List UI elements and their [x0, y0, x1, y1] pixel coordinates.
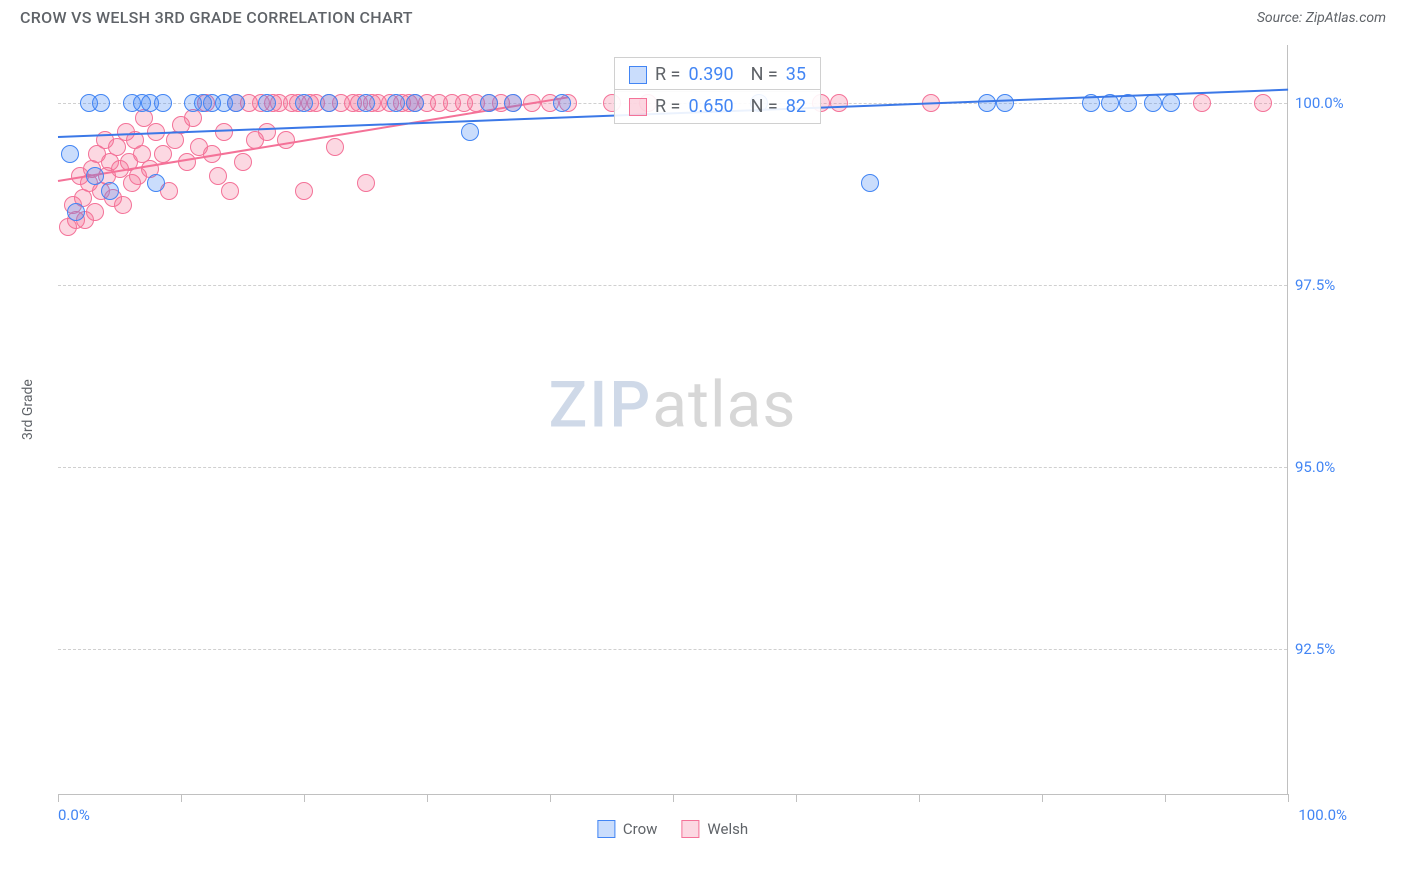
bottom-legend: Crow Welsh	[597, 820, 748, 838]
chart-container: 3rd Grade ZIPatlas CrowWelsh 92.5%95.0%9…	[20, 35, 1386, 845]
plot-area: ZIPatlas CrowWelsh 92.5%95.0%97.5%100.0%…	[58, 45, 1288, 795]
legend-n-value: 35	[786, 64, 806, 85]
welsh-point	[295, 182, 313, 200]
crow-point	[227, 94, 245, 112]
x-tick	[1165, 794, 1166, 802]
gridline	[58, 285, 1287, 286]
bottom-legend-item-welsh: Welsh	[681, 820, 748, 838]
y-axis-title: 3rd Grade	[20, 379, 36, 440]
welsh-swatch-icon	[681, 820, 699, 838]
legend-r-value: 0.650	[688, 96, 733, 117]
legend-box-welsh: R = 0.650 N = 82	[614, 89, 821, 124]
crow-point	[461, 123, 479, 141]
legend-r-label: R =	[655, 96, 680, 117]
welsh-point	[114, 196, 132, 214]
x-tick	[181, 794, 182, 802]
gridline	[58, 467, 1287, 468]
x-tick	[550, 794, 551, 802]
y-tick-label: 95.0%	[1295, 458, 1375, 476]
crow-swatch-icon	[629, 66, 647, 84]
crow-point	[1162, 94, 1180, 112]
welsh-point	[326, 138, 344, 156]
x-tick	[1042, 794, 1043, 802]
crow-point	[258, 94, 276, 112]
welsh-point	[357, 174, 375, 192]
watermark: ZIPatlas	[549, 367, 797, 442]
crow-point	[504, 94, 522, 112]
x-tick	[673, 794, 674, 802]
crow-point	[387, 94, 405, 112]
crow-point	[154, 94, 172, 112]
crow-point	[861, 174, 879, 192]
welsh-point	[215, 123, 233, 141]
x-tick	[1288, 794, 1289, 802]
x-axis-label: 0.0%	[58, 806, 90, 824]
crow-point	[553, 94, 571, 112]
crow-point	[67, 203, 85, 221]
bottom-legend-label: Welsh	[707, 820, 748, 838]
chart-title: CROW VS WELSH 3RD GRADE CORRELATION CHAR…	[20, 8, 413, 27]
y-tick-label: 92.5%	[1295, 640, 1375, 658]
gridline	[58, 649, 1287, 650]
x-axis-label: 100.0%	[1298, 806, 1347, 824]
crow-point	[480, 94, 498, 112]
crow-point	[320, 94, 338, 112]
y-tick-label: 97.5%	[1295, 276, 1375, 294]
legend-box-crow: R = 0.390 N = 35	[614, 57, 821, 92]
legend-n-label: N =	[742, 64, 778, 85]
legend-n-label: N =	[742, 96, 778, 117]
crow-swatch-icon	[597, 820, 615, 838]
crow-point	[295, 94, 313, 112]
welsh-point	[234, 153, 252, 171]
crow-point	[92, 94, 110, 112]
crow-point	[406, 94, 424, 112]
crow-point	[357, 94, 375, 112]
welsh-point	[1254, 94, 1272, 112]
watermark-atlas: atlas	[652, 367, 796, 442]
crow-point	[101, 182, 119, 200]
welsh-point	[221, 182, 239, 200]
legend-r-label: R =	[655, 64, 680, 85]
crow-point	[61, 145, 79, 163]
x-tick	[919, 794, 920, 802]
welsh-point	[154, 145, 172, 163]
welsh-point	[258, 123, 276, 141]
x-tick	[796, 794, 797, 802]
welsh-point	[277, 131, 295, 149]
crow-point	[1144, 94, 1162, 112]
source-attribution: Source: ZipAtlas.com	[1257, 10, 1386, 26]
x-tick	[427, 794, 428, 802]
welsh-point	[830, 94, 848, 112]
x-tick	[58, 794, 59, 802]
crow-point	[978, 94, 996, 112]
x-tick	[304, 794, 305, 802]
y-tick-label: 100.0%	[1295, 94, 1375, 112]
welsh-swatch-icon	[629, 98, 647, 116]
crow-point	[86, 167, 104, 185]
bottom-legend-item-crow: Crow	[597, 820, 658, 838]
crow-point	[996, 94, 1014, 112]
chart-header: CROW VS WELSH 3RD GRADE CORRELATION CHAR…	[0, 0, 1406, 35]
legend-r-value: 0.390	[688, 64, 733, 85]
legend-n-value: 82	[786, 96, 806, 117]
watermark-zip: ZIP	[549, 367, 653, 442]
bottom-legend-label: Crow	[623, 820, 658, 838]
welsh-point	[86, 203, 104, 221]
welsh-point	[1193, 94, 1211, 112]
crow-point	[147, 174, 165, 192]
